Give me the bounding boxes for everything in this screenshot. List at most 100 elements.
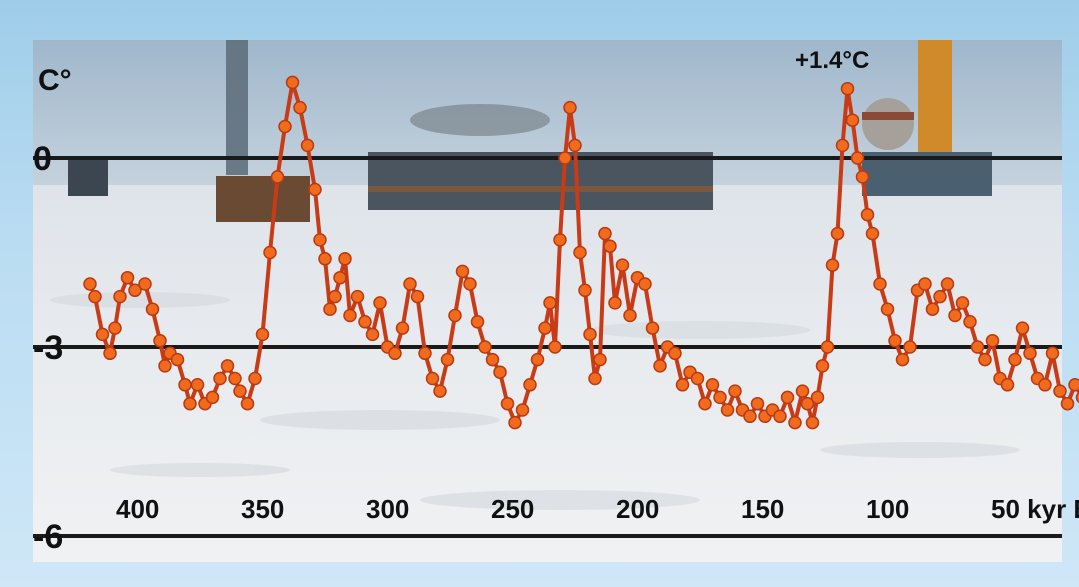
data-point xyxy=(343,308,357,323)
data-point xyxy=(645,321,660,335)
data-point xyxy=(825,258,840,272)
data-point xyxy=(855,170,870,184)
data-point xyxy=(805,415,820,430)
data-point xyxy=(1023,346,1037,361)
y-tick-label: -6 xyxy=(33,518,63,556)
data-point xyxy=(178,378,192,392)
data-point xyxy=(800,396,815,411)
small-hut xyxy=(68,160,108,196)
data-point xyxy=(523,378,537,392)
data-point xyxy=(463,277,477,291)
data-point xyxy=(1045,346,1060,361)
data-point xyxy=(675,378,690,392)
data-point xyxy=(903,340,917,354)
data-point xyxy=(138,277,152,291)
data-point xyxy=(183,396,197,411)
data-point xyxy=(213,371,227,386)
data-point xyxy=(750,396,765,411)
snow-texture xyxy=(50,292,1020,510)
data-point xyxy=(95,327,110,342)
data-point xyxy=(543,296,557,310)
x-tick-label: 250 xyxy=(491,494,534,524)
data-point xyxy=(820,340,835,354)
data-point xyxy=(548,340,562,354)
data-point xyxy=(205,390,220,405)
data-point xyxy=(563,100,577,115)
data-point xyxy=(108,321,122,335)
data-point xyxy=(638,277,652,291)
data-point xyxy=(553,233,567,247)
data-point xyxy=(128,283,142,298)
data-point xyxy=(860,207,875,222)
data-point xyxy=(1075,391,1079,404)
data-point xyxy=(578,283,592,298)
data-point xyxy=(313,233,327,247)
data-point xyxy=(190,378,205,392)
data-point xyxy=(500,396,515,411)
exhaust-smoke xyxy=(410,104,550,136)
data-point xyxy=(978,352,992,367)
data-point xyxy=(713,390,727,405)
data-point xyxy=(300,138,315,153)
research-station xyxy=(68,40,992,222)
y-axis-label: C° xyxy=(38,64,72,97)
annotation-max-temp: +1.4°C xyxy=(795,47,869,74)
data-point xyxy=(323,302,337,316)
data-point xyxy=(603,239,617,253)
data-point xyxy=(240,396,255,411)
data-point xyxy=(233,384,247,398)
data-point xyxy=(145,302,160,316)
data-point xyxy=(865,226,880,241)
data-point xyxy=(568,138,582,153)
data-point xyxy=(948,308,962,323)
data-point xyxy=(888,333,902,348)
data-point xyxy=(668,346,682,361)
data-point xyxy=(1000,378,1015,392)
data-point xyxy=(538,321,552,335)
data-point xyxy=(925,302,940,316)
data-point xyxy=(425,371,440,386)
data-point xyxy=(895,352,910,367)
data-point xyxy=(835,138,850,153)
x-tick-label: 350 xyxy=(241,494,284,524)
data-point xyxy=(530,352,545,367)
x-tick-label: 400 xyxy=(116,494,159,524)
data-point xyxy=(653,359,667,373)
data-point xyxy=(1053,384,1067,398)
y-gridlines xyxy=(33,156,1062,538)
data-point xyxy=(485,352,500,367)
data-point xyxy=(220,359,235,373)
data-point xyxy=(728,384,742,398)
data-point xyxy=(103,346,117,361)
data-point xyxy=(850,151,865,165)
long-building xyxy=(368,152,713,210)
data-point xyxy=(153,333,167,348)
radome-stripe xyxy=(862,112,914,120)
data-point xyxy=(228,371,242,386)
data-point xyxy=(583,327,597,342)
data-point xyxy=(515,403,530,417)
data-point xyxy=(88,289,102,304)
data-point xyxy=(593,352,607,367)
orange-tower xyxy=(918,40,952,158)
data-point xyxy=(440,352,455,367)
orange-building xyxy=(216,176,310,222)
data-point xyxy=(873,277,887,291)
data-point xyxy=(840,81,855,96)
data-point xyxy=(470,315,485,329)
x-tick-label: 50 kyr BP xyxy=(991,494,1079,524)
radome-icon xyxy=(862,98,914,150)
data-point xyxy=(333,270,347,285)
data-point xyxy=(350,289,365,304)
x-tick-label: 150 xyxy=(741,494,784,524)
data-point xyxy=(558,151,572,165)
data-point xyxy=(698,396,712,411)
building-stripe xyxy=(368,186,713,192)
data-point xyxy=(158,359,172,373)
data-point xyxy=(1008,352,1022,367)
data-point xyxy=(493,365,507,379)
data-point xyxy=(918,277,932,291)
data-point xyxy=(1060,396,1075,411)
